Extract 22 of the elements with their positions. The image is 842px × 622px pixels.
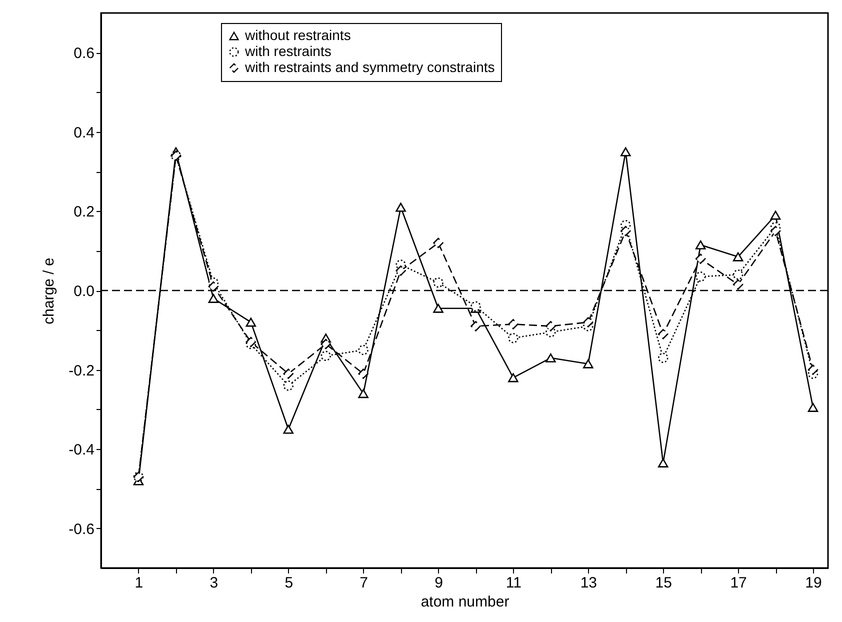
y-tick-label: -0.6 (68, 520, 94, 538)
x-tick-label: 1 (134, 574, 144, 592)
legend-label: without restraints (244, 27, 351, 43)
x-tick-label: 19 (805, 574, 822, 592)
y-tick-label: 0.2 (74, 204, 94, 221)
y-tick-label: 0.4 (74, 124, 94, 142)
x-tick-label: 3 (210, 574, 218, 592)
legend-label: with restraints (244, 43, 332, 59)
x-tick-label: 7 (360, 574, 368, 592)
x-tick-label: 13 (580, 574, 598, 592)
y-tick-label: 0.0 (74, 283, 94, 300)
x-tick-label: 11 (506, 574, 522, 592)
x-tick-label: 5 (284, 574, 294, 592)
y-tick-label: 0.6 (74, 45, 94, 62)
x-tick-label: 17 (730, 574, 747, 592)
y-axis-title: charge / e (40, 258, 58, 324)
legend-label: with restraints and symmetry constraints (244, 59, 495, 75)
y-tick-label: -0.2 (68, 362, 94, 380)
x-tick-label: 9 (434, 574, 443, 592)
y-tick-label: -0.4 (68, 442, 94, 459)
x-tick-label: 15 (655, 574, 672, 592)
x-axis-title: atom number (420, 594, 510, 610)
